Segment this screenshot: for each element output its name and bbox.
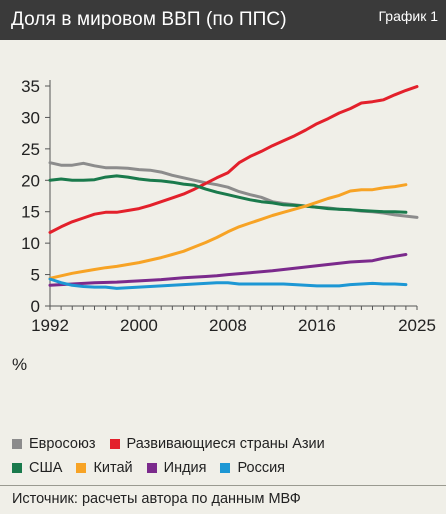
legend-item: США <box>12 460 62 476</box>
legend-label: США <box>29 460 63 476</box>
y-tick-label: 30 <box>21 108 40 127</box>
series-line-Китай <box>48 183 408 280</box>
x-tick-label: 2025 <box>398 316 436 335</box>
y-tick-label: 35 <box>21 77 40 96</box>
legend-swatch <box>109 439 120 449</box>
chart-lines <box>48 85 419 290</box>
legend-row: Евросоюз Развивающиеся страны Азии <box>12 432 339 456</box>
x-tick-label: 2016 <box>298 316 336 335</box>
series-line-Индия <box>48 253 408 287</box>
source-note: Источник: расчеты автора по данным МВФ <box>0 485 446 514</box>
y-tick-label: 10 <box>21 234 40 253</box>
legend-label: Россия <box>237 460 286 476</box>
series-line-Россия <box>48 277 408 290</box>
legend-swatch <box>76 463 87 473</box>
legend-item: Индия <box>146 460 207 476</box>
legend-swatch <box>146 463 157 473</box>
legend-item: Развивающиеся страны Азии <box>109 436 325 452</box>
chart-header: Доля в мировом ВВП (по ППС) График 1 <box>0 0 446 40</box>
legend-swatch <box>12 463 22 473</box>
x-tick-label: 2000 <box>120 316 158 335</box>
y-axis-unit-label: % <box>12 355 27 374</box>
legend-label: Индия <box>163 460 207 476</box>
y-tick-label: 20 <box>21 171 40 190</box>
y-tick-label: 5 <box>31 266 40 285</box>
legend-item: Россия <box>220 460 285 476</box>
legend-item: Китай <box>76 460 133 476</box>
y-tick-label: 0 <box>31 297 40 316</box>
legend-label: Китай <box>93 460 133 476</box>
chart-legend: Евросоюз Развивающиеся страны Азии США Кита… <box>12 432 339 480</box>
y-tick-label: 25 <box>21 140 40 159</box>
legend-swatch <box>12 439 22 449</box>
series-line-Развивающиеся страны Азии <box>48 85 419 234</box>
source-text: Источник: расчеты автора по данным МВФ <box>12 491 301 507</box>
chart-number-label: График 1 <box>378 8 438 24</box>
chart-title: Доля в мировом ВВП (по ППС) <box>11 9 287 30</box>
x-tick-label: 2008 <box>209 316 247 335</box>
legend-label: Евросоюз <box>29 436 96 452</box>
y-tick-label: 15 <box>21 203 40 222</box>
x-tick-label: 1992 <box>31 316 69 335</box>
series-line-США <box>48 174 408 214</box>
legend-row: США Китай Индия Россия <box>12 456 339 480</box>
legend-swatch <box>220 463 231 473</box>
legend-label: Развивающиеся страны Азии <box>126 436 325 452</box>
legend-item: Евросоюз <box>12 436 96 452</box>
